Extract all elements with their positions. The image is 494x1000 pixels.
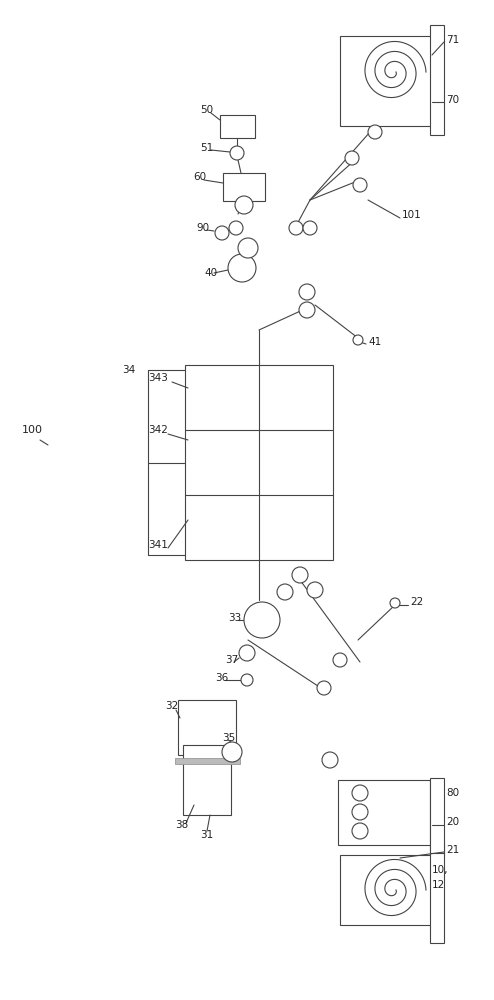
Text: 37: 37 (225, 655, 238, 665)
Text: 33: 33 (228, 613, 241, 623)
Circle shape (307, 582, 323, 598)
Circle shape (299, 302, 315, 318)
Text: 101: 101 (402, 210, 422, 220)
Bar (175, 758, 240, 764)
Circle shape (292, 567, 308, 583)
Bar (220, 115, 255, 138)
Text: 20: 20 (446, 817, 459, 827)
Text: 40: 40 (204, 268, 217, 278)
Circle shape (241, 674, 253, 686)
Bar (178, 700, 236, 755)
Text: 41: 41 (368, 337, 381, 347)
Text: 34: 34 (122, 365, 135, 375)
Circle shape (353, 335, 363, 345)
Circle shape (229, 221, 243, 235)
Circle shape (317, 681, 331, 695)
Text: 60: 60 (193, 172, 206, 182)
Text: 50: 50 (200, 105, 213, 115)
Circle shape (303, 221, 317, 235)
Circle shape (322, 752, 338, 768)
Text: 35: 35 (222, 733, 235, 743)
Circle shape (239, 645, 255, 661)
Circle shape (215, 226, 229, 240)
Text: 71: 71 (446, 35, 459, 45)
Text: 10,: 10, (432, 865, 449, 875)
Circle shape (289, 221, 303, 235)
Circle shape (222, 742, 242, 762)
Circle shape (244, 602, 280, 638)
Circle shape (353, 178, 367, 192)
Text: 22: 22 (410, 597, 423, 607)
Text: 38: 38 (175, 820, 188, 830)
Bar (430, 843, 444, 943)
Text: 70: 70 (446, 95, 459, 105)
Circle shape (299, 284, 315, 300)
Text: 36: 36 (215, 673, 228, 683)
Circle shape (352, 785, 368, 801)
Bar (430, 25, 444, 135)
Circle shape (333, 653, 347, 667)
Circle shape (352, 804, 368, 820)
Circle shape (345, 151, 359, 165)
Text: 341: 341 (148, 540, 168, 550)
Circle shape (352, 823, 368, 839)
Circle shape (230, 146, 244, 160)
Bar (340, 36, 432, 126)
Text: 12: 12 (432, 880, 445, 890)
Text: 90: 90 (196, 223, 209, 233)
Bar (185, 365, 333, 560)
Text: 31: 31 (200, 830, 213, 840)
Text: 100: 100 (22, 425, 43, 435)
Bar (183, 745, 231, 815)
Circle shape (368, 125, 382, 139)
Text: 21: 21 (446, 845, 459, 855)
Circle shape (238, 238, 258, 258)
Text: 343: 343 (148, 373, 168, 383)
Bar (430, 778, 444, 853)
Circle shape (235, 196, 253, 214)
Circle shape (277, 584, 293, 600)
Text: 32: 32 (165, 701, 178, 711)
Circle shape (390, 598, 400, 608)
Text: 80: 80 (446, 788, 459, 798)
Circle shape (228, 254, 256, 282)
Bar (338, 780, 430, 845)
Bar (340, 855, 432, 925)
Bar (223, 173, 265, 201)
Text: 342: 342 (148, 425, 168, 435)
Text: 51: 51 (200, 143, 213, 153)
